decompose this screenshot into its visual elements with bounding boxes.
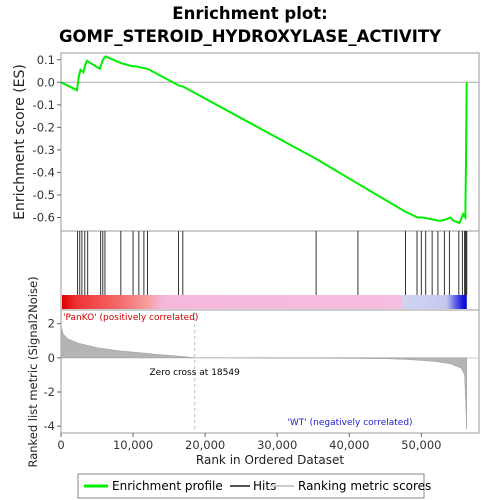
ranking-color-bar bbox=[62, 295, 467, 309]
legend-box bbox=[77, 473, 425, 499]
zero-cross-label: Zero cross at 18549 bbox=[150, 368, 241, 378]
ranking-y-tick-label: -4 bbox=[44, 419, 55, 433]
x-tick-label: 20,000 bbox=[185, 438, 225, 452]
es-y-tick-label: -0.3 bbox=[33, 143, 55, 157]
hit-markers bbox=[77, 231, 468, 295]
x-tick-label: 40,000 bbox=[329, 438, 369, 452]
x-tick-label: 50,000 bbox=[401, 438, 441, 452]
es-y-ticks: 0.1 0.0 -0.1 -0.2 -0.3 -0.4 -0.5 -0.6 bbox=[33, 53, 61, 224]
ranking-metric-area bbox=[60, 325, 467, 430]
es-y-tick-label: 0.0 bbox=[37, 75, 55, 89]
ranking-y-ticks: 2 0 -2 -4 bbox=[44, 317, 61, 433]
ranking-panel-frame bbox=[60, 309, 480, 434]
x-tick-label: 0 bbox=[57, 438, 64, 452]
negative-correlation-label: 'WT' (negatively correlated) bbox=[287, 418, 412, 428]
es-y-axis-label: Enrichment score (ES) bbox=[12, 64, 28, 220]
ranking-y-axis-label: Ranked list metric (Signal2Noise) bbox=[26, 276, 40, 467]
ranking-panel: 2 0 -2 -4 'PanKO' (positively correlated) Z… bbox=[44, 309, 480, 434]
legend-hits-label: Hits bbox=[253, 479, 276, 493]
legend: Enrichment profile Hits Ranking metric s… bbox=[77, 473, 431, 499]
x-tick-label: 30,000 bbox=[257, 438, 297, 452]
es-panel: 0.1 0.0 -0.1 -0.2 -0.3 -0.4 -0.5 -0.6 bbox=[33, 52, 480, 232]
positive-correlation-label: 'PanKO' (positively correlated) bbox=[63, 313, 198, 323]
es-y-tick-label: 0.1 bbox=[37, 53, 55, 67]
es-panel-frame bbox=[60, 52, 480, 232]
es-y-tick-label: -0.1 bbox=[33, 98, 55, 112]
es-y-tick-label: -0.6 bbox=[33, 210, 55, 224]
ranking-y-tick-label: -2 bbox=[44, 385, 55, 399]
x-axis-ticks: 0 10,000 20,000 30,000 40,000 50,000 bbox=[57, 433, 441, 452]
ranking-y-tick-label: 2 bbox=[48, 317, 55, 331]
legend-enrichment-label: Enrichment profile bbox=[112, 479, 223, 493]
rank-bar-fill bbox=[62, 295, 467, 309]
es-y-tick-label: -0.4 bbox=[33, 165, 55, 179]
enrichment-profile-line bbox=[60, 55, 468, 225]
ranking-y-tick-label: 0 bbox=[48, 351, 55, 365]
legend-ranking-label: Ranking metric scores bbox=[298, 479, 431, 493]
chart-title-line1: Enrichment plot: bbox=[172, 4, 327, 23]
x-tick-label: 10,000 bbox=[113, 438, 153, 452]
x-axis-label: Rank in Ordered Dataset bbox=[196, 453, 344, 467]
es-y-tick-label: -0.5 bbox=[33, 188, 55, 202]
es-y-tick-label: -0.2 bbox=[33, 120, 55, 134]
hits-panel bbox=[60, 230, 480, 311]
chart-title-line2: GOMF_STEROID_HYDROXYLASE_ACTIVITY bbox=[59, 27, 442, 46]
